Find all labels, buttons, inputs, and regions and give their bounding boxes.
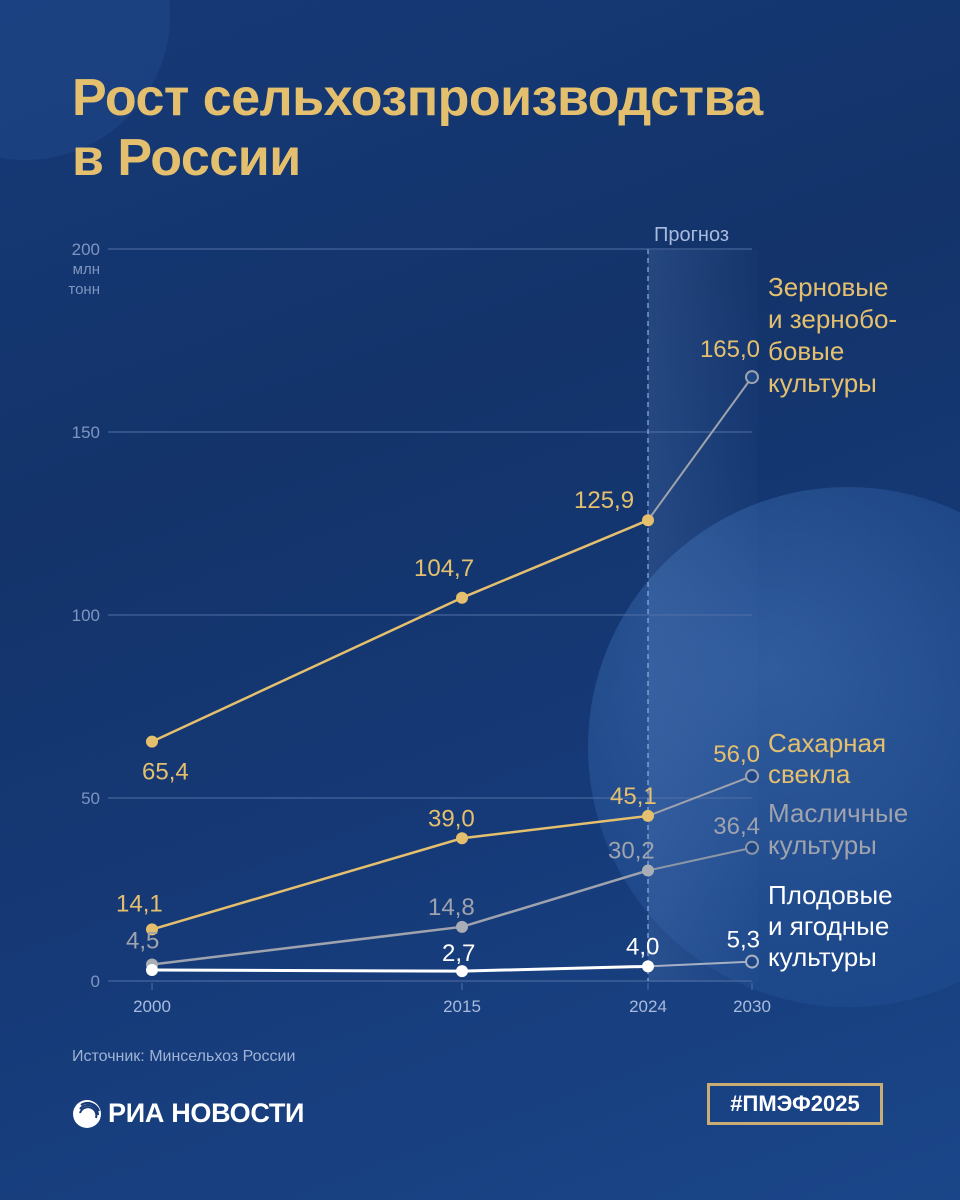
source-note: Источник: Минсельхоз России xyxy=(72,1048,296,1065)
data-point xyxy=(642,514,654,527)
legend-label: Плодовые xyxy=(768,880,893,910)
value-label: 4,5 xyxy=(126,928,159,955)
data-point xyxy=(456,591,468,604)
y-tick-label: 200 xyxy=(72,240,100,259)
y-unit-label: тонн xyxy=(68,281,100,298)
y-tick-label: 150 xyxy=(72,423,100,442)
value-label: 14,8 xyxy=(428,894,475,921)
value-label: 125,9 xyxy=(574,487,634,514)
series-line xyxy=(151,814,649,931)
forecast-point xyxy=(745,840,759,855)
data-point xyxy=(146,923,158,936)
y-tick-label: 100 xyxy=(72,606,100,625)
value-label: 65,4 xyxy=(142,759,189,786)
forecast-line xyxy=(647,846,753,872)
x-tick-label: 2000 xyxy=(133,997,171,1016)
forecast-line xyxy=(647,775,753,817)
globe-icon xyxy=(73,1099,101,1128)
y-tick-label: 50 xyxy=(81,789,100,808)
legend-label: свекла xyxy=(768,759,851,789)
value-label: 39,0 xyxy=(428,805,475,832)
data-point xyxy=(146,735,158,748)
title-line-1: Рост сельхозпроизводства xyxy=(72,69,763,127)
value-label: 2,7 xyxy=(442,940,475,967)
y-unit-label: млн xyxy=(73,261,100,278)
forecast-label: Прогноз xyxy=(654,224,729,246)
x-tick-label: 2030 xyxy=(733,997,771,1016)
data-point xyxy=(642,809,654,822)
forecast-point xyxy=(745,370,759,385)
x-tick-label: 2015 xyxy=(443,997,481,1016)
data-point xyxy=(146,964,158,977)
title-line-2: в России xyxy=(72,129,301,187)
legend-label: культуры xyxy=(768,942,877,972)
value-label: 45,1 xyxy=(610,783,657,810)
forecast-line xyxy=(647,960,753,968)
legend-label: и ягодные xyxy=(768,911,889,941)
value-labels: 65,4 104,7 125,9 165,0 14,1 39,0 45,1 56,0 4,5 14… xyxy=(116,336,760,967)
logo-text: РИА НОВОСТИ xyxy=(108,1098,305,1128)
legend-label: Сахарная xyxy=(768,728,886,758)
value-label: 165,0 xyxy=(700,336,760,363)
legend-label: Масличные xyxy=(768,798,908,828)
ria-novosti-logo: РИА НОВОСТИ xyxy=(72,1098,304,1129)
value-label: 4,0 xyxy=(626,933,659,960)
page-title: Рост сельхозпроизводства в России xyxy=(72,68,763,188)
forecast-band xyxy=(648,250,758,982)
data-point xyxy=(456,832,468,845)
value-label: 14,1 xyxy=(116,890,163,917)
value-label: 30,2 xyxy=(608,837,655,864)
chart-grid xyxy=(108,248,752,982)
data-point xyxy=(456,965,468,978)
data-point xyxy=(456,920,468,933)
value-label: 36,4 xyxy=(713,813,760,840)
y-axis: 0 50 100 150 200 млн тонн xyxy=(68,240,100,991)
data-point xyxy=(642,864,654,877)
legend-label: культуры xyxy=(768,830,877,860)
x-axis: 2000 2015 2024 2030 xyxy=(133,983,771,1016)
x-tick-label: 2024 xyxy=(629,997,667,1016)
series-lines xyxy=(146,370,759,978)
forecast-marker: Прогноз xyxy=(600,224,752,981)
value-label: 56,0 xyxy=(713,741,760,768)
legend-label: бовые xyxy=(768,336,844,366)
forecast-point xyxy=(745,769,759,784)
forecast-line xyxy=(647,376,753,521)
value-label: 5,3 xyxy=(727,927,760,954)
data-point xyxy=(642,960,654,973)
series-line xyxy=(151,519,649,743)
y-tick-label: 0 xyxy=(91,972,100,991)
legend-label: Зерновые xyxy=(768,272,888,302)
hashtag-badge: #ПМЭФ2025 xyxy=(707,1083,883,1125)
value-label: 104,7 xyxy=(414,555,474,582)
legend-label: культуры xyxy=(768,368,877,398)
legend-label: и зернобо- xyxy=(768,304,897,334)
series-line xyxy=(151,869,649,966)
series-line xyxy=(151,964,649,973)
forecast-point xyxy=(745,954,759,969)
line-chart: 0 50 100 150 200 млн тонн 2000 2015 2024 2030 Про… xyxy=(68,224,908,1016)
